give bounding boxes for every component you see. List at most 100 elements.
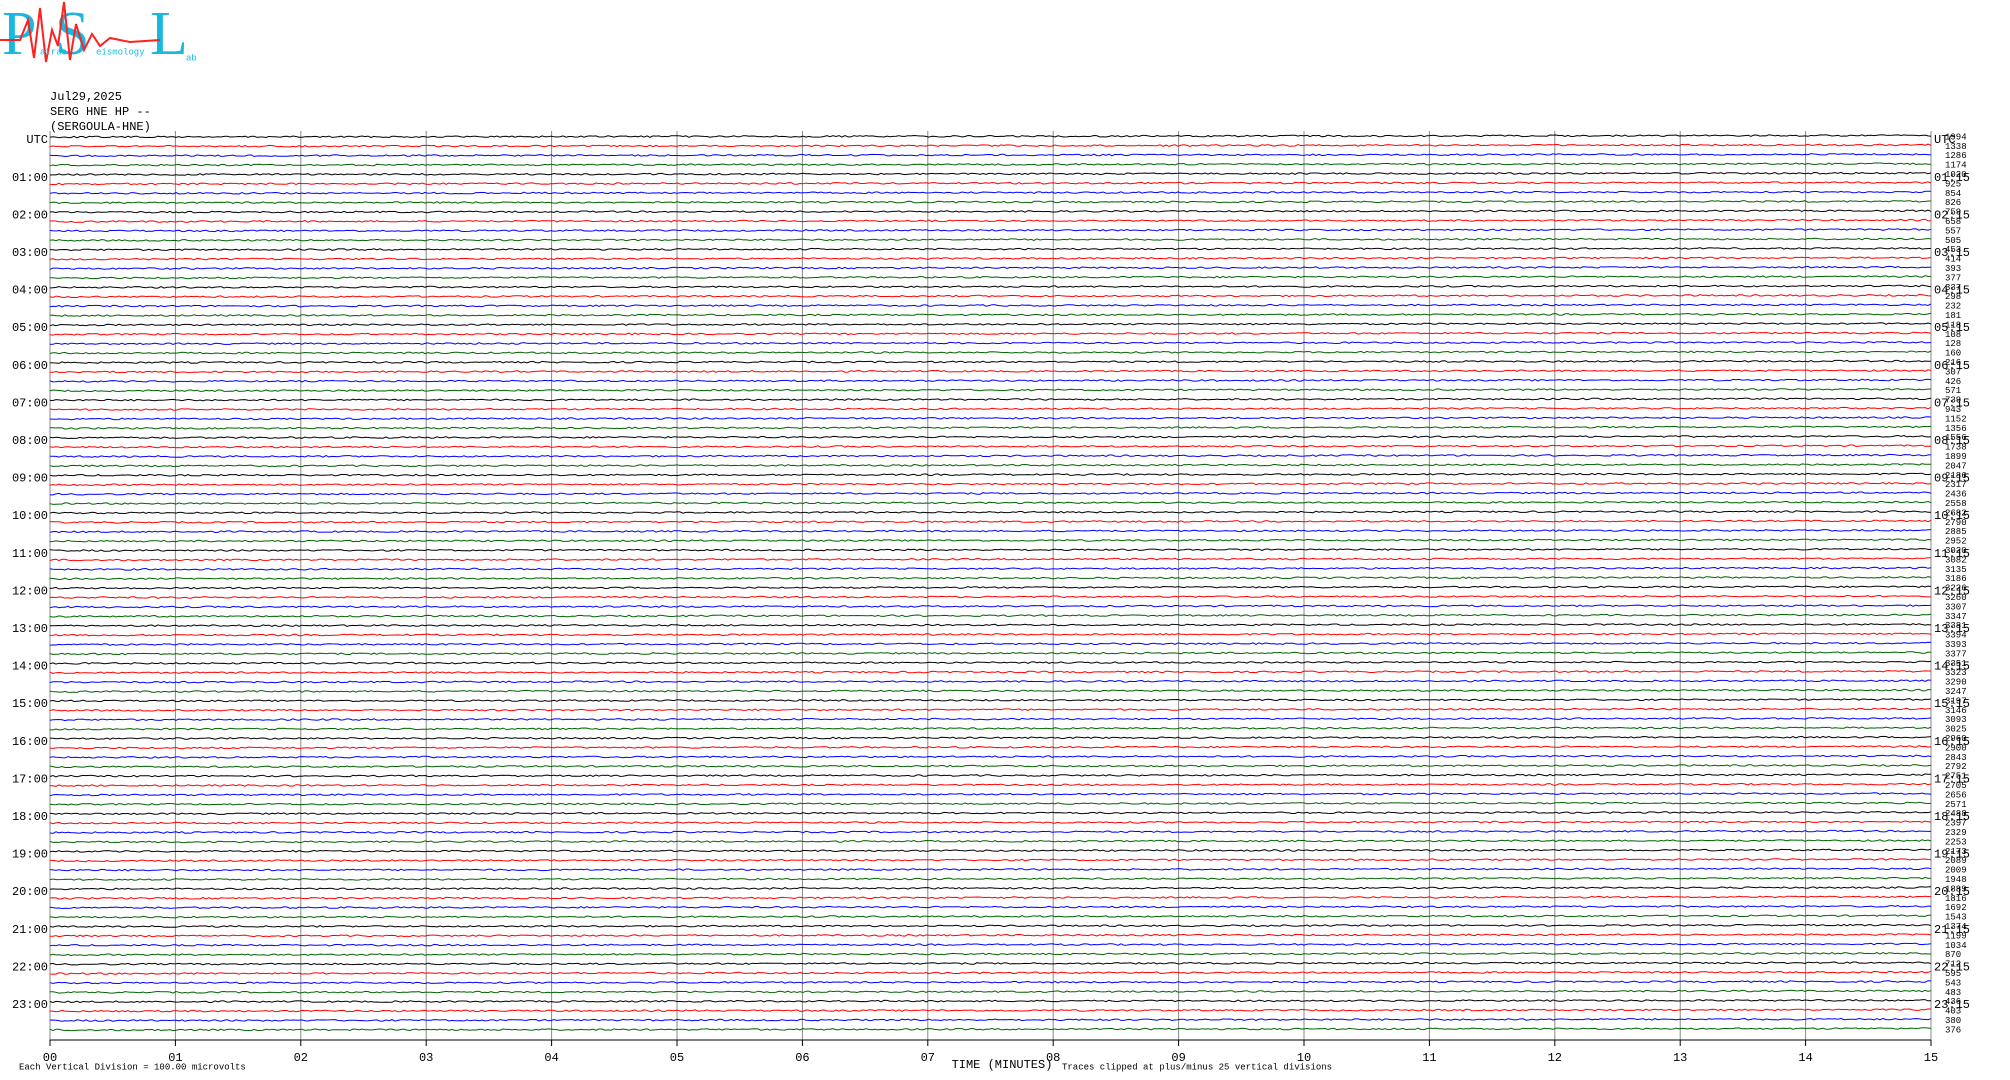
trace <box>49 322 1932 327</box>
trace <box>49 566 1932 571</box>
trace-count: 3377 <box>1945 649 1967 659</box>
time-label-right: 19:15 <box>1934 848 1970 862</box>
trace <box>49 397 1932 402</box>
trace-count: 298 <box>1945 292 1961 302</box>
trace-count: 1738 <box>1945 443 1967 453</box>
trace <box>49 265 1932 270</box>
trace-count: 2558 <box>1945 499 1967 509</box>
trace <box>49 510 1931 515</box>
trace-count: 2436 <box>1945 490 1967 500</box>
trace <box>49 218 1932 223</box>
trace-count: 3025 <box>1945 725 1967 735</box>
time-label-left: 02:00 <box>12 208 48 222</box>
trace <box>49 359 1931 364</box>
trace <box>50 416 1932 421</box>
trace <box>49 641 1932 646</box>
trace-count: 2960 <box>1945 734 1967 744</box>
time-label-right: 03:15 <box>1934 246 1970 260</box>
trace <box>49 312 1932 317</box>
time-label-left: 23:00 <box>12 998 48 1012</box>
trace <box>49 970 1932 975</box>
time-label-left: 20:00 <box>12 885 48 899</box>
trace-count: 3197 <box>1945 696 1967 706</box>
x-tick-label: 05 <box>670 1051 684 1065</box>
time-label-right: UTC <box>1934 133 1956 147</box>
trace-count: 1199 <box>1945 931 1967 941</box>
x-tick-label: 02 <box>294 1051 308 1065</box>
trace-count: 826 <box>1945 198 1961 208</box>
trace <box>50 369 1932 374</box>
trace <box>49 284 1932 289</box>
trace <box>49 153 1932 158</box>
trace <box>49 698 1932 703</box>
trace <box>49 594 1931 599</box>
trace-count: 393 <box>1945 264 1961 274</box>
time-label-left: 01:00 <box>12 171 48 185</box>
trace <box>49 1017 1932 1022</box>
trace-count: 3290 <box>1945 678 1967 688</box>
trace <box>49 425 1932 430</box>
trace <box>49 764 1932 769</box>
trace <box>49 500 1932 505</box>
time-label-right: 11:15 <box>1934 547 1970 561</box>
trace-count: 1948 <box>1945 875 1967 885</box>
trace <box>49 557 1931 562</box>
x-tick-label: 10 <box>1297 1051 1311 1065</box>
trace-count: 2952 <box>1945 537 1967 547</box>
trace <box>49 660 1932 665</box>
time-label-left: 16:00 <box>12 735 48 749</box>
footer-note: Each Vertical Division = 100.00 microvol… <box>19 1062 246 1072</box>
trace-count: 2317 <box>1945 480 1967 490</box>
trace-count: 1034 <box>1945 941 1967 951</box>
trace <box>49 858 1932 863</box>
trace <box>49 538 1932 543</box>
time-label-right: 02:15 <box>1934 208 1970 222</box>
trace <box>49 980 1932 985</box>
time-label-left: 19:00 <box>12 848 48 862</box>
x-tick-label: 13 <box>1673 1051 1687 1065</box>
time-label-left: 04:00 <box>12 284 48 298</box>
trace <box>49 341 1932 346</box>
trace <box>49 228 1932 233</box>
time-label-left: 13:00 <box>12 622 48 636</box>
trace-count: 108 <box>1945 330 1961 340</box>
time-label-left: 08:00 <box>12 434 48 448</box>
trace-count: 543 <box>1945 978 1961 988</box>
trace-count: 1692 <box>1945 903 1967 913</box>
trace-count: 436 <box>1945 997 1961 1007</box>
trace-count: 3381 <box>1945 621 1967 631</box>
time-label-right: 23:15 <box>1934 998 1970 1012</box>
trace <box>49 848 1932 853</box>
logo-letter: S <box>55 0 89 68</box>
trace <box>49 801 1932 806</box>
trace-count: 2705 <box>1945 781 1967 791</box>
time-label-left: 18:00 <box>12 810 48 824</box>
time-label-left: 21:00 <box>12 923 48 937</box>
trace <box>49 942 1932 947</box>
trace-count: 2900 <box>1945 743 1967 753</box>
trace-count: 3247 <box>1945 687 1967 697</box>
time-label-right: 21:15 <box>1934 923 1970 937</box>
trace-count: 414 <box>1945 255 1961 265</box>
trace <box>49 670 1931 675</box>
trace-count: 1816 <box>1945 894 1967 904</box>
trace-count: 3082 <box>1945 555 1967 565</box>
trace <box>50 491 1932 496</box>
trace <box>49 434 1932 440</box>
time-label-left: 03:00 <box>12 246 48 260</box>
time-label-right: 01:15 <box>1934 171 1970 185</box>
time-label-right: 22:15 <box>1934 960 1970 974</box>
trace <box>49 171 1932 176</box>
station: SERG HNE HP -- <box>50 105 151 119</box>
trace <box>49 951 1931 957</box>
trace <box>49 923 1932 928</box>
time-label-right: 06:15 <box>1934 359 1970 373</box>
trace-count: 376 <box>1945 1025 1961 1035</box>
trace-count: 1889 <box>1945 884 1967 894</box>
trace-count: 2571 <box>1945 800 1967 810</box>
trace-count: 3226 <box>1945 584 1967 594</box>
trace <box>49 181 1932 186</box>
time-label-right: 20:15 <box>1934 885 1970 899</box>
trace <box>50 453 1932 458</box>
